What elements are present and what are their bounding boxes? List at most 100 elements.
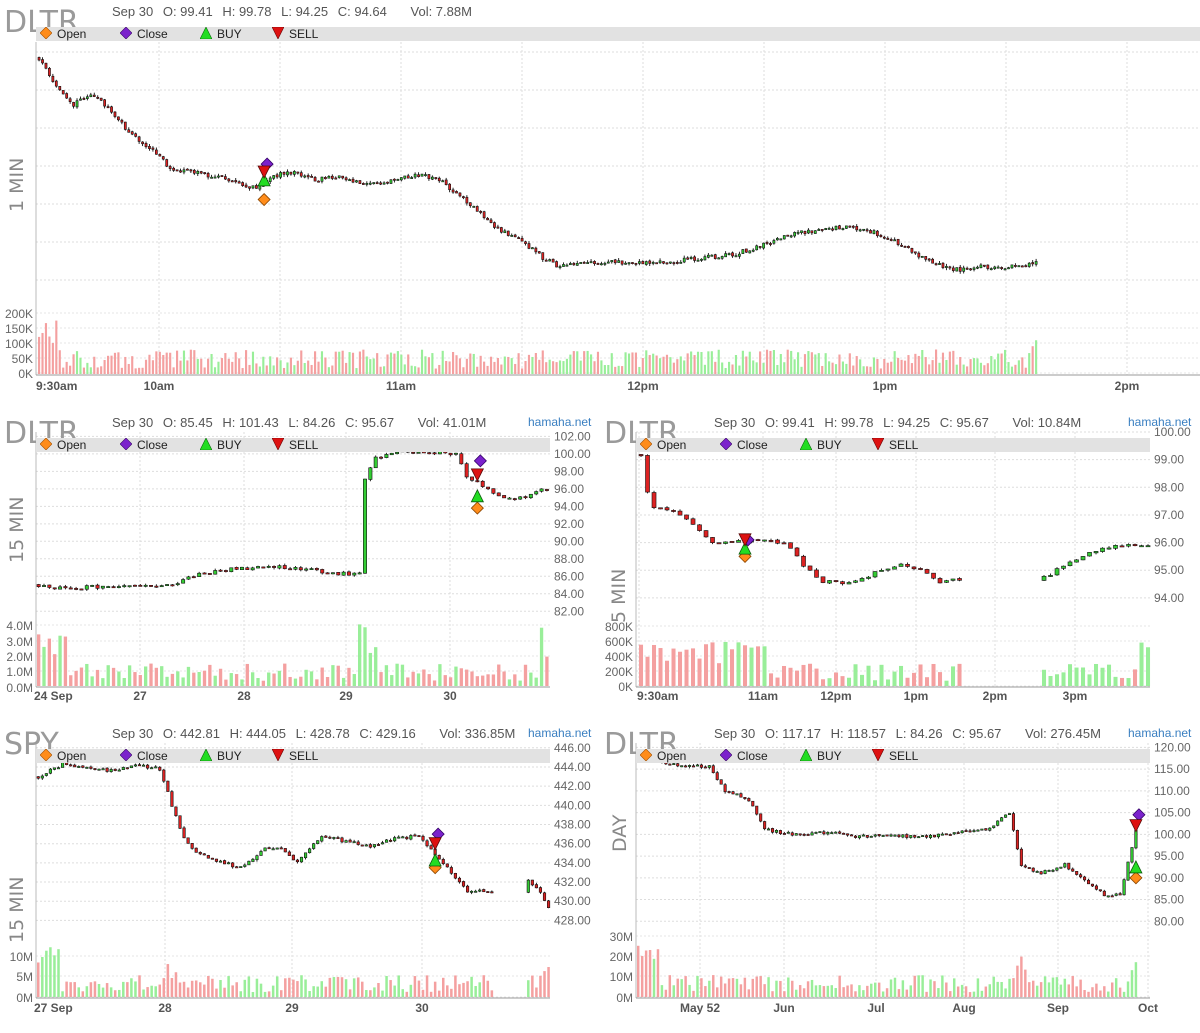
- candle-body: [217, 175, 220, 178]
- candle-body: [105, 767, 109, 772]
- volume-bar: [300, 350, 303, 374]
- volume-bar: [434, 368, 437, 374]
- volume-bar: [638, 366, 641, 374]
- candle-body: [603, 262, 607, 265]
- volume-bar: [814, 668, 819, 686]
- candle-body: [905, 563, 910, 567]
- volume-bar: [855, 356, 858, 374]
- volume-bar: [660, 985, 664, 997]
- volume-bar: [194, 980, 198, 997]
- open-diamond-icon: [640, 438, 652, 450]
- volume-bar: [416, 673, 421, 686]
- candle-body: [328, 836, 332, 839]
- candle-body: [600, 263, 603, 266]
- volume-bar: [170, 978, 174, 997]
- volume-bar: [790, 350, 793, 374]
- chart-panel-5min: 100.00 99.00 98.00 97.00 96.00 95.00 94.00 800K…: [600, 410, 1200, 710]
- y-tick-label: 434.00: [554, 856, 591, 870]
- close-value: C: 95.67: [952, 726, 1002, 741]
- candle-body: [77, 766, 81, 768]
- candle-body: [295, 859, 300, 863]
- volume-bar: [437, 990, 441, 997]
- volume-bar: [679, 356, 682, 374]
- source-link[interactable]: hamaha.net: [1128, 415, 1192, 429]
- legend-close-label: Close: [737, 438, 768, 452]
- volume-bar: [277, 670, 282, 686]
- volume-bar: [879, 368, 882, 374]
- volume-bar: [787, 977, 790, 997]
- volume-bar: [730, 649, 735, 686]
- candle-body: [920, 256, 924, 258]
- y-tick-label: 444.00: [554, 760, 591, 774]
- candle-body: [762, 242, 765, 249]
- volume-bar: [211, 978, 214, 997]
- source-link[interactable]: hamaha.net: [528, 726, 592, 740]
- volume-bar: [317, 361, 320, 374]
- volume-bar: [1043, 976, 1047, 997]
- volume-bar: [289, 357, 292, 374]
- candle-body: [517, 237, 520, 240]
- volume-bar: [101, 678, 105, 686]
- candle-body: [921, 835, 925, 837]
- volume-bar: [893, 977, 897, 997]
- candle-body: [696, 259, 700, 262]
- candle-body: [531, 247, 534, 250]
- candle-body: [413, 834, 417, 837]
- volume-bar: [686, 353, 689, 374]
- candle-body: [544, 259, 548, 262]
- volume-bar: [583, 351, 586, 374]
- volume-bar: [510, 358, 513, 374]
- candle-body: [357, 572, 362, 575]
- source-link[interactable]: hamaha.net: [528, 415, 592, 429]
- volume-bar: [541, 350, 544, 374]
- candle-body: [181, 579, 186, 584]
- y-tick-label: 94.00: [1154, 591, 1184, 605]
- candle-body: [507, 497, 512, 500]
- volume-bar: [300, 975, 303, 997]
- legend-close: Close: [120, 749, 168, 763]
- candle-body: [996, 266, 1000, 269]
- candle-body: [676, 763, 680, 767]
- volume-bar: [539, 627, 544, 686]
- volume-bar: [41, 332, 44, 374]
- candle-body: [375, 182, 379, 185]
- volume-bar: [417, 980, 421, 997]
- candle-body: [807, 229, 810, 234]
- candle-body: [69, 764, 73, 767]
- volume-bar: [148, 354, 151, 374]
- volume-bar: [955, 364, 958, 374]
- y-tick-label: 98.00: [554, 464, 584, 478]
- candle-body: [191, 576, 196, 579]
- volume-bar: [800, 366, 803, 374]
- volume-bar: [645, 656, 650, 686]
- candle-body: [68, 587, 73, 590]
- candle-body: [996, 820, 1000, 826]
- volume-bar: [596, 351, 600, 374]
- volume-bar: [552, 361, 555, 374]
- candle-body: [293, 567, 298, 570]
- volume-bar: [262, 356, 265, 374]
- volume-bar: [113, 990, 117, 997]
- candle-body: [320, 836, 324, 842]
- candle-body: [735, 793, 739, 796]
- candle-body: [93, 768, 97, 770]
- candle-body: [655, 262, 658, 265]
- candle-body: [528, 493, 533, 499]
- candle-body: [230, 180, 234, 183]
- volume-value: Vol: 336.85M: [439, 726, 516, 741]
- volume-bar: [708, 980, 711, 997]
- volume-bar: [279, 360, 282, 374]
- volume-bar: [990, 356, 993, 374]
- volume-bar: [276, 357, 279, 374]
- legend-close-label: Close: [137, 438, 168, 452]
- candle-body: [510, 234, 514, 237]
- candle-body: [802, 833, 806, 836]
- volume-value: Vol: 10.84M: [1012, 415, 1082, 430]
- volume-bar: [826, 985, 830, 997]
- candle-body: [627, 262, 631, 265]
- volume-bar: [478, 982, 481, 997]
- candle-body: [1014, 265, 1017, 267]
- volume-bar: [795, 670, 800, 686]
- ohlc-readout: Sep 30 O: 442.81 H: 444.05 L: 428.78 C: …: [112, 726, 521, 741]
- source-link[interactable]: hamaha.net: [1128, 726, 1192, 740]
